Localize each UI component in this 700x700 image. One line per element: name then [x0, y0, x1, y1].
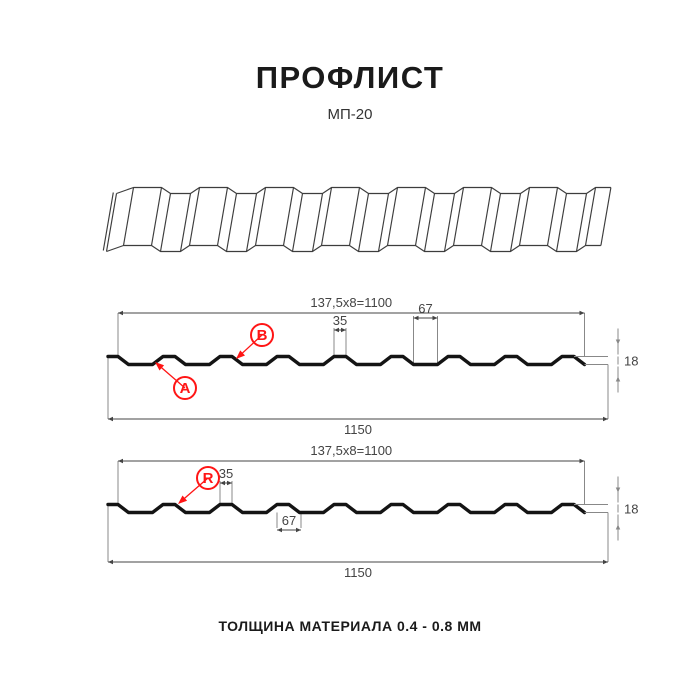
- svg-text:137,5x8=1100: 137,5x8=1100: [310, 443, 392, 458]
- svg-text:R: R: [203, 470, 214, 487]
- svg-text:35: 35: [219, 466, 233, 481]
- svg-text:67: 67: [282, 513, 296, 528]
- svg-text:18: 18: [624, 502, 638, 517]
- svg-text:1150: 1150: [344, 565, 372, 580]
